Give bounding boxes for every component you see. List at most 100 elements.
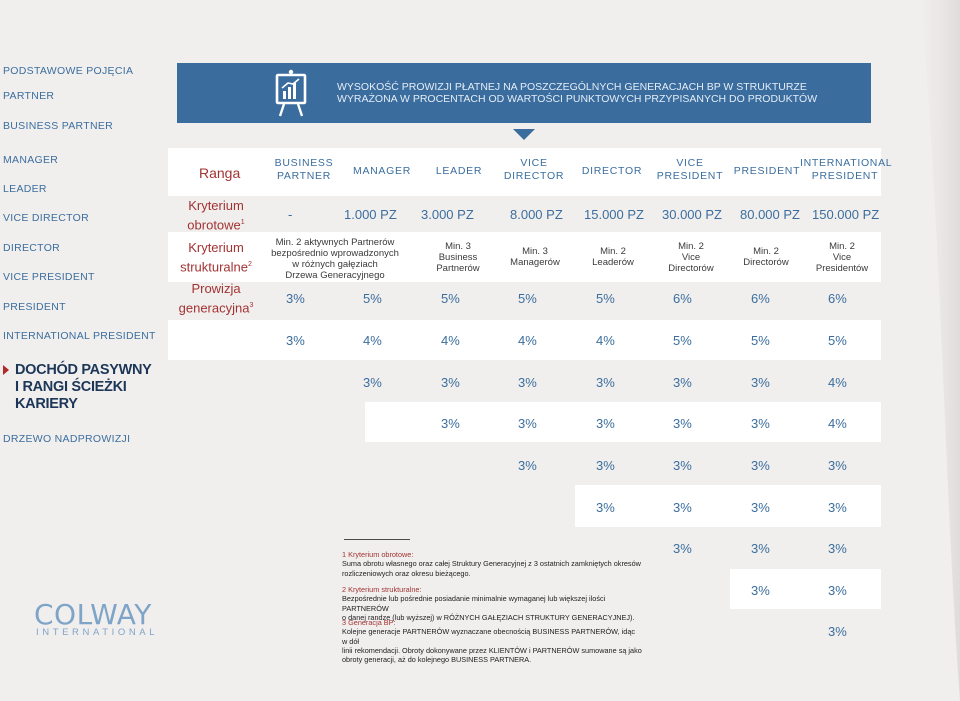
sidebar-item-podstawowe-pojecia[interactable]: PODSTAWOWE POJĘCIA: [3, 65, 134, 77]
rank-label: Ranga: [199, 165, 241, 181]
sidebar-item-director[interactable]: DIRECTOR: [3, 242, 61, 254]
active-arrow-icon: [3, 365, 9, 375]
active-title-line: DOCHÓD PASYWNY: [15, 362, 152, 378]
sidebar-item-business-partner[interactable]: BUSINESS PARTNER: [3, 120, 114, 132]
generation-percent-cell: 4%: [441, 333, 460, 348]
sidebar-item-vice-director[interactable]: VICE DIRECTOR: [3, 212, 89, 224]
generation-percent-cell: 3%: [673, 541, 692, 556]
banner-line: WYRAŻONA W PROCENTACH OD WARTOŚCI PUNKTO…: [337, 93, 818, 105]
generation-percent-cell: 3%: [751, 583, 770, 598]
col-header-director: DIRECTOR: [581, 165, 643, 177]
presentation-chart-icon: [275, 69, 307, 117]
structural-requirement: Min. 2 Directorów: [743, 246, 789, 268]
active-title-line: I RANGI ŚCIEŻKI: [15, 379, 127, 395]
generation-percent-cell: 5%: [596, 291, 615, 306]
generation-percent-cell: 3%: [596, 375, 615, 390]
generation-band: [575, 485, 881, 527]
generation-percent-cell: 3%: [518, 416, 537, 431]
structural-requirement: Min. 2 Vice Directorów: [668, 241, 714, 274]
turnover-value: 15.000 PZ: [584, 207, 644, 222]
structural-requirement: Min. 3 Business Partnerów: [436, 241, 480, 274]
generation-percent-cell: 3%: [673, 416, 692, 431]
generation-percent-cell: 3%: [596, 416, 615, 431]
generation-commission-label: Prowizja generacyjna3: [178, 281, 254, 316]
col-header-vice-president: VICE PRESIDENT: [656, 157, 724, 182]
structural-criterion-row: [168, 232, 881, 282]
footnote-3: 3 Generacja BP: Kolejne generacje PARTNE…: [342, 618, 642, 665]
generation-percent-cell: 3%: [363, 375, 382, 390]
logo-subtitle: INTERNATIONAL: [36, 627, 159, 638]
structural-requirement: Min. 3 Managerów: [510, 246, 560, 268]
generation-percent-cell: 3%: [828, 583, 847, 598]
col-header-leader: LEADER: [435, 165, 483, 177]
col-header-manager: MANAGER: [353, 165, 411, 177]
footnote-1: 1 Kryterium obrotowe: Suma obrotu własne…: [342, 550, 641, 578]
page-curl-decoration: [920, 0, 960, 701]
generation-percent-cell: 3%: [828, 458, 847, 473]
colway-logo: COLWAY INTERNATIONAL: [34, 598, 155, 640]
rank-header-row: [168, 148, 881, 196]
col-header-president: PRESIDENT: [733, 165, 801, 177]
turnover-value: 8.000 PZ: [510, 207, 563, 222]
structural-requirement: Min. 2 aktywnych Partnerów bezpośrednio w…: [271, 237, 399, 281]
structural-requirement: Min. 2 Leaderów: [592, 246, 634, 268]
generation-percent-cell: 5%: [673, 333, 692, 348]
generation-percent-cell: 3%: [441, 416, 460, 431]
generation-percent-cell: 5%: [751, 333, 770, 348]
sidebar-item-international-president[interactable]: INTERNATIONAL PRESIDENT: [3, 330, 156, 342]
generation-band: [730, 569, 881, 609]
generation-percent-cell: 3%: [828, 541, 847, 556]
generation-percent-cell: 3%: [751, 416, 770, 431]
generation-percent-cell: 3%: [673, 375, 692, 390]
generation-percent-cell: 4%: [828, 416, 847, 431]
sidebar-item-vice-president[interactable]: VICE PRESIDENT: [3, 271, 95, 283]
sidebar-item-partner[interactable]: PARTNER: [3, 90, 55, 102]
sidebar-item-leader[interactable]: LEADER: [3, 183, 47, 195]
generation-band: [168, 320, 881, 360]
turnover-value: -: [288, 207, 293, 222]
footnote-divider: [344, 539, 410, 540]
generation-percent-cell: 3%: [828, 500, 847, 515]
turnover-criterion-label: Kryterium obrotowe1: [187, 198, 245, 233]
generation-percent-cell: 3%: [441, 375, 460, 390]
turnover-value: 30.000 PZ: [662, 207, 722, 222]
generation-percent-cell: 6%: [673, 291, 692, 306]
banner-line: WYSOKOŚĆ PROWIZJI PŁATNEJ NA POSZCZEGÓLN…: [337, 81, 807, 93]
banner-pointer-icon: [513, 129, 535, 140]
active-title-line: KARIERY: [15, 396, 78, 412]
generation-percent-cell: 3%: [286, 333, 305, 348]
generation-percent-cell: 3%: [286, 291, 305, 306]
generation-percent-cell: 3%: [596, 500, 615, 515]
generation-percent-cell: 5%: [828, 333, 847, 348]
generation-percent-cell: 4%: [518, 333, 537, 348]
generation-percent-cell: 3%: [828, 624, 847, 639]
generation-percent-cell: 5%: [441, 291, 460, 306]
generation-percent-cell: 3%: [596, 458, 615, 473]
generation-percent-cell: 3%: [751, 458, 770, 473]
generation-percent-cell: 3%: [518, 458, 537, 473]
generation-percent-cell: 3%: [751, 500, 770, 515]
sidebar-subitem-drzewo-nadprowizji[interactable]: DRZEWO NADPROWIZJI: [3, 433, 131, 445]
generation-percent-cell: 6%: [828, 291, 847, 306]
logo-wordmark: COLWAY: [34, 598, 152, 631]
generation-band: [365, 402, 881, 442]
active-section-title: DOCHÓD PASYWNY I RANGI ŚCIEŻKI KARIERY: [15, 362, 152, 413]
turnover-value: 80.000 PZ: [740, 207, 800, 222]
sidebar-item-manager[interactable]: MANAGER: [3, 154, 59, 166]
generation-percent-cell: 3%: [673, 458, 692, 473]
generation-percent-cell: 3%: [518, 375, 537, 390]
generation-percent-cell: 3%: [751, 541, 770, 556]
structural-criterion-label: Kryterium strukturalne2: [180, 240, 252, 275]
generation-percent-cell: 3%: [673, 500, 692, 515]
generation-percent-cell: 4%: [363, 333, 382, 348]
sidebar-item-president[interactable]: PRESIDENT: [3, 301, 66, 313]
banner-title: WYSOKOŚĆ PROWIZJI PŁATNEJ NA POSZCZEGÓLN…: [337, 81, 817, 105]
generation-percent-cell: 5%: [518, 291, 537, 306]
generation-percent-cell: 4%: [828, 375, 847, 390]
footnote-2: 2 Kryterium strukturalne: Bezpośrednie l…: [342, 585, 635, 622]
col-header-business-partner: BUSINESS PARTNER: [274, 157, 334, 182]
turnover-value: 3.000 PZ: [421, 207, 474, 222]
sidebar-nav: PODSTAWOWE POJĘCIA PARTNER BUSINESS PART…: [0, 0, 175, 701]
structural-requirement: Min. 2 Vice Presidentów: [815, 241, 869, 274]
turnover-value: 150.000 PZ: [812, 207, 880, 222]
